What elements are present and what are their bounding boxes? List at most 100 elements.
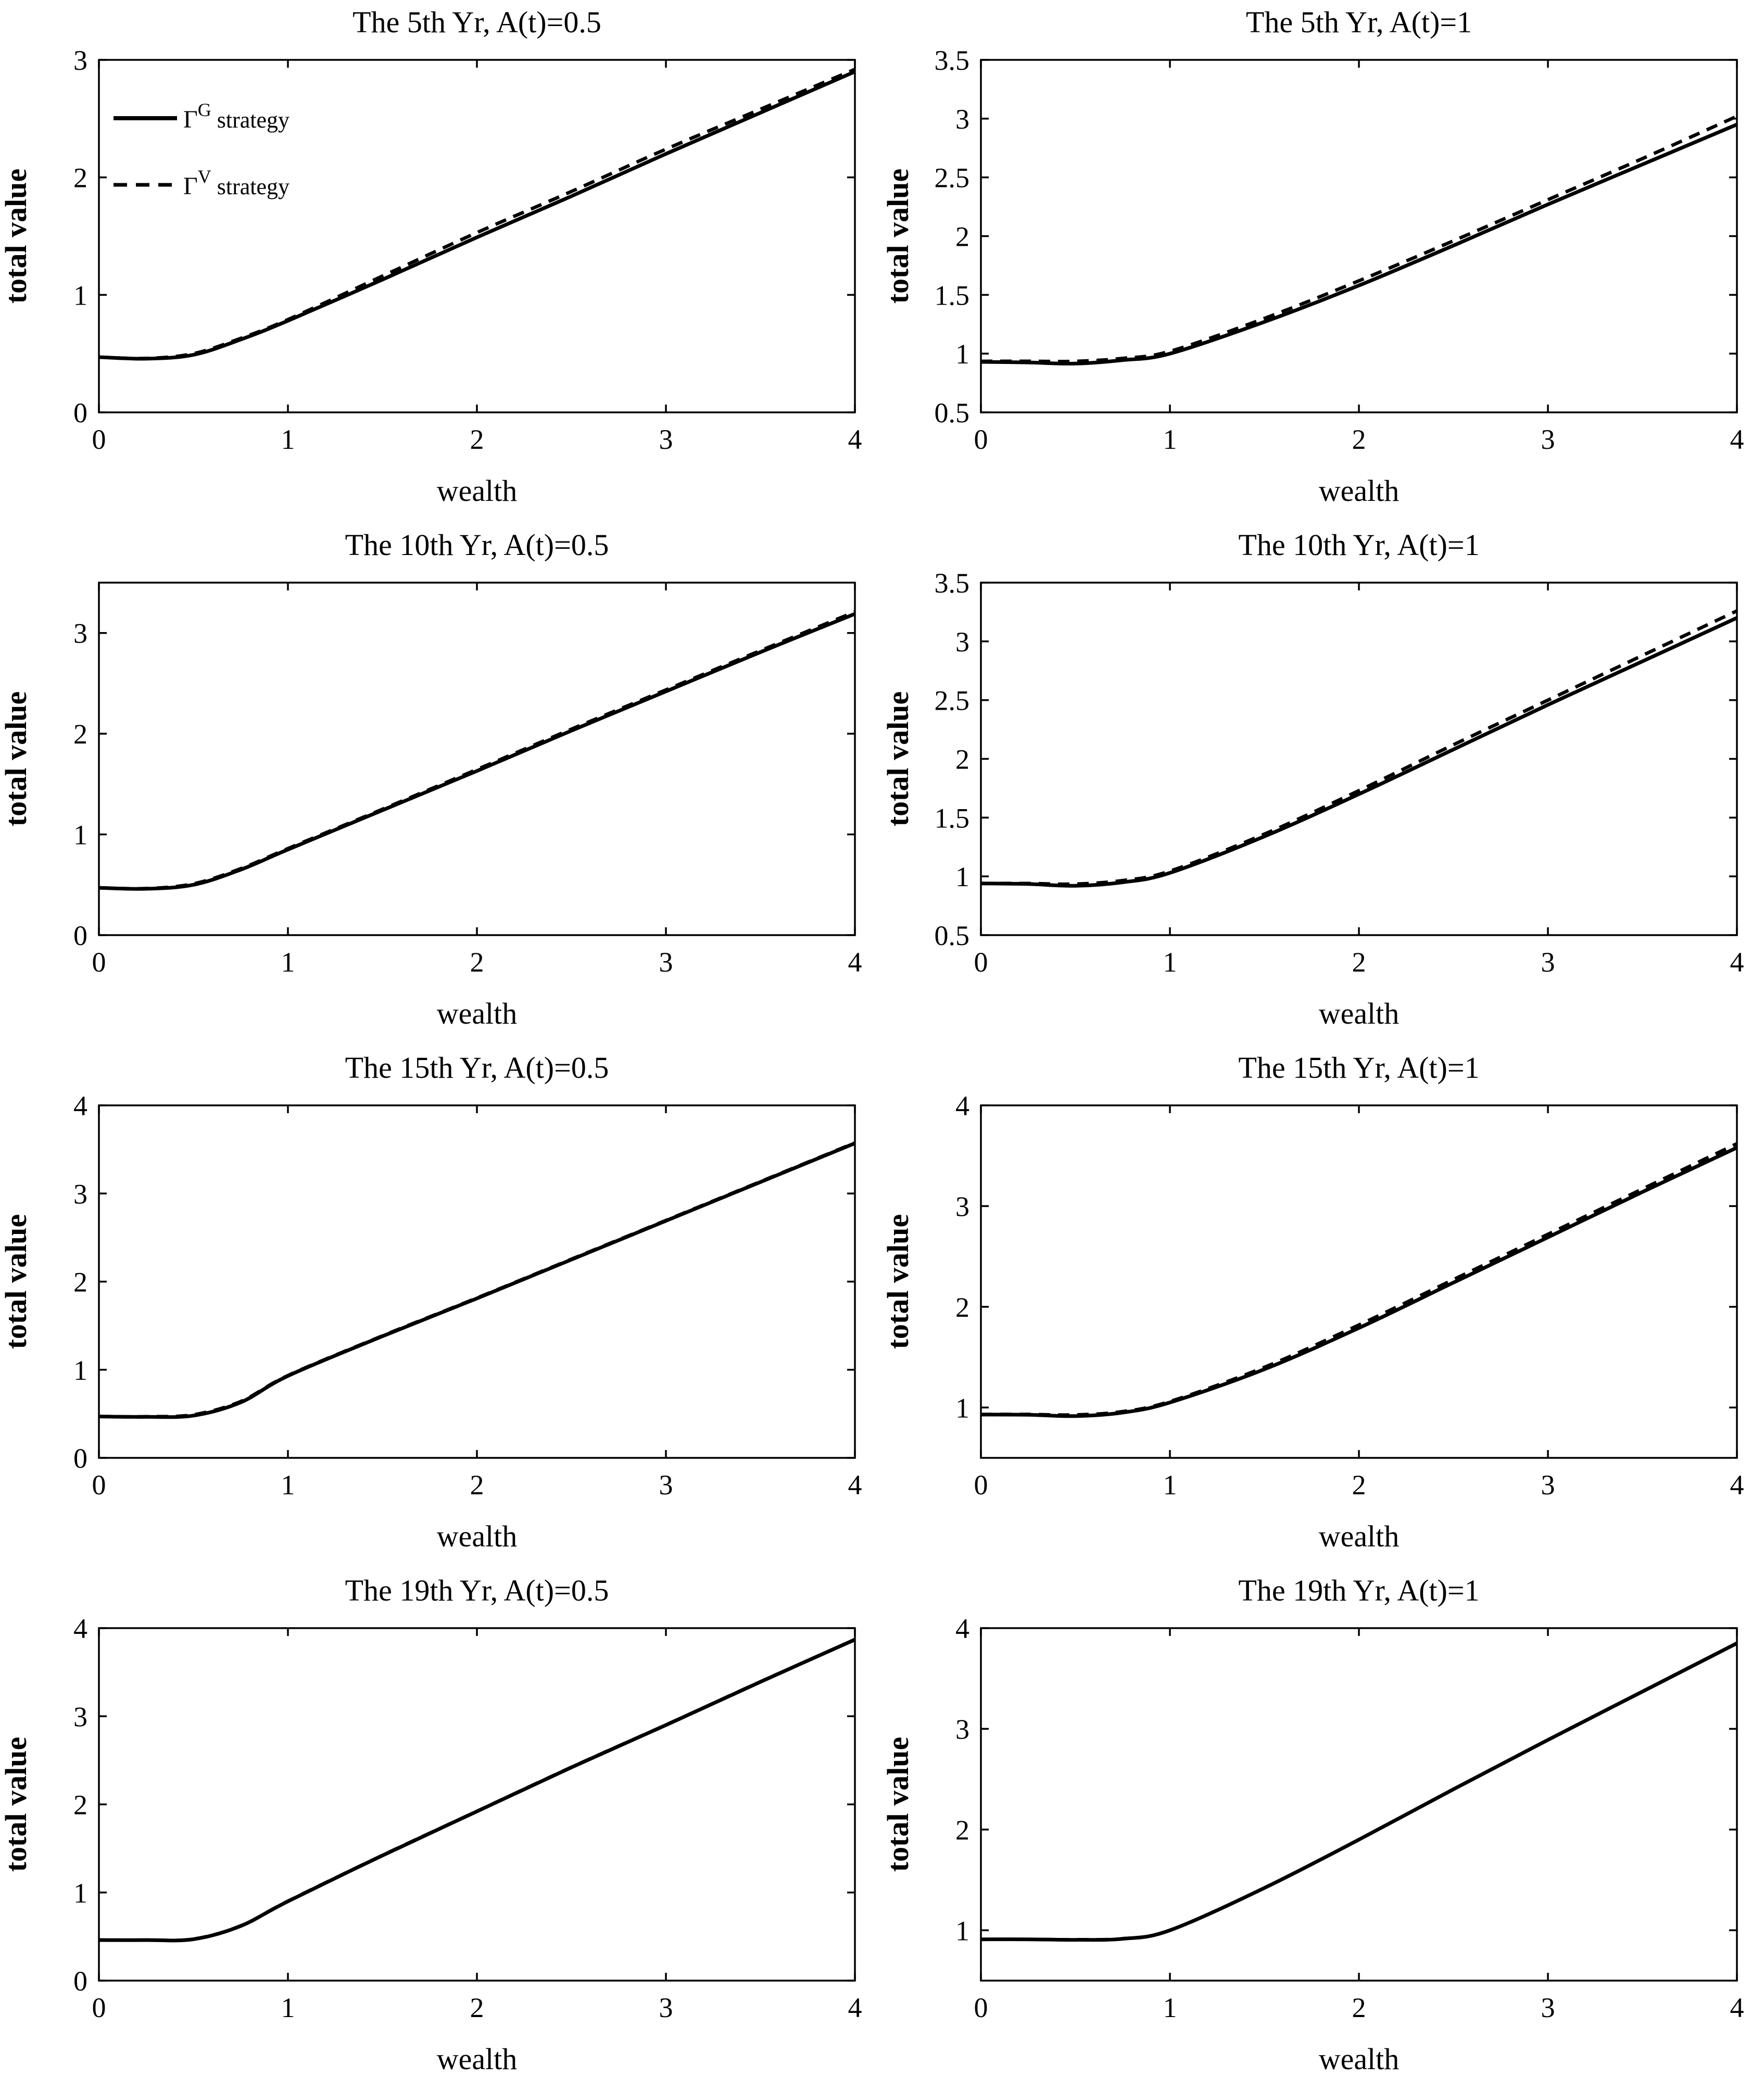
y-tick-label: 3: [955, 104, 969, 135]
y-tick-label: 3.5: [935, 45, 970, 76]
axes-box: [980, 1104, 1738, 1459]
axes-box: [98, 582, 856, 936]
x-axis-label: wealth: [437, 474, 518, 508]
x-tick-label: 1: [1163, 424, 1177, 455]
y-tick-label: 3.5: [935, 568, 970, 599]
subplot-19th-yr-a1: The 19th Yr, A(t)=1 0 1 2 3 4 1 2 3 4 wealth total …: [882, 1568, 1764, 2091]
x-tick-label: 0: [92, 947, 106, 978]
series-gamma-v-curve: [980, 1642, 1738, 1942]
y-tick-label: 0: [73, 1966, 87, 1997]
y-axis-label: total value: [0, 1214, 33, 1349]
x-axis-label: wealth: [1319, 997, 1400, 1030]
plot-title: The 5th Yr, A(t)=0.5: [352, 5, 601, 39]
y-tick-label: 0: [73, 1443, 87, 1474]
series-gamma-g-curve: [98, 1637, 856, 1943]
y-tick-label: 0.5: [935, 920, 970, 951]
x-tick-label: 4: [1730, 1469, 1744, 1501]
series-gamma-g-curve: [980, 1146, 1738, 1418]
subplot-chart: The 19th Yr, A(t)=1 0 1 2 3 4 1 2 3 4 wealth total …: [882, 1573, 1744, 2076]
y-axis-label: total value: [882, 1214, 915, 1349]
x-tick-label: 1: [281, 424, 295, 455]
x-tick-label: 2: [470, 424, 484, 455]
y-tick-label: 0: [73, 920, 87, 951]
x-tick-label: 2: [1352, 424, 1366, 455]
y-tick-label: 1: [73, 1355, 87, 1386]
y-tick-label: 4: [955, 1613, 969, 1644]
series-gamma-g-curve: [980, 122, 1738, 366]
y-tick-label: 0.5: [935, 397, 970, 429]
axes-box: [980, 1627, 1738, 1982]
y-axis-label: total value: [0, 169, 33, 304]
y-tick-label: 2: [955, 744, 969, 775]
x-tick-label: 2: [470, 1992, 484, 2023]
plot-title: The 5th Yr, A(t)=1: [1246, 5, 1472, 39]
legend-label: ΓV strategy: [183, 166, 289, 200]
plot-title: The 10th Yr, A(t)=1: [1238, 528, 1479, 562]
y-tick-label: 2: [73, 162, 87, 194]
series-gamma-g-curve: [980, 616, 1738, 888]
subplot-chart: The 15th Yr, A(t)=0.5 0 1 2 3 4 0 1 2 3 4 wealth tot…: [0, 1051, 862, 1553]
x-tick-label: 2: [470, 1469, 484, 1501]
y-tick-label: 3: [955, 1191, 969, 1222]
x-tick-label: 0: [974, 947, 988, 978]
x-tick-label: 2: [470, 947, 484, 978]
legend: ΓG strategy ΓV strategy: [114, 99, 289, 200]
y-tick-label: 1: [955, 1915, 969, 1946]
y-tick-label: 4: [955, 1090, 969, 1122]
subplot-15th-yr-a05: The 15th Yr, A(t)=0.5 0 1 2 3 4 0 1 2 3 4 wealth tot…: [0, 1046, 882, 1568]
y-tick-label: 2: [955, 1815, 969, 1846]
subplot-15th-yr-a1: The 15th Yr, A(t)=1 0 1 2 3 4 1 2 3 4 wealth total …: [882, 1046, 1764, 1568]
y-axis-label: total value: [882, 169, 915, 304]
y-tick-label: 2: [955, 1292, 969, 1323]
x-tick-label: 4: [848, 947, 862, 978]
y-tick-label: 1.5: [935, 280, 970, 311]
subplot-10th-yr-a05: The 10th Yr, A(t)=0.5 0 1 2 3 4 0 1 2 3 wealth tota…: [0, 523, 882, 1046]
y-tick-label: 1: [955, 861, 969, 892]
series-gamma-v-curve: [980, 115, 1738, 363]
y-tick-label: 1: [73, 820, 87, 851]
subplot-chart: The 10th Yr, A(t)=1 0 1 2 3 4 0.5 1 1.5 2 2.5 3 3.5 w…: [882, 528, 1744, 1030]
y-tick-label: 1: [73, 280, 87, 311]
plot-title: The 19th Yr, A(t)=1: [1238, 1573, 1479, 1607]
x-axis-label: wealth: [437, 997, 518, 1030]
y-tick-label: 1: [73, 1878, 87, 1909]
x-tick-label: 1: [1163, 1469, 1177, 1501]
x-tick-label: 4: [1730, 424, 1744, 455]
x-tick-label: 1: [281, 1992, 295, 2023]
y-tick-label: 2: [73, 1790, 87, 1821]
x-tick-label: 1: [281, 947, 295, 978]
x-tick-label: 2: [1352, 1469, 1366, 1501]
series-gamma-v-curve: [980, 1142, 1738, 1417]
x-axis-label: wealth: [1319, 1519, 1400, 1553]
x-tick-label: 4: [848, 1469, 862, 1501]
y-tick-label: 2: [955, 221, 969, 253]
x-tick-label: 1: [281, 1469, 295, 1501]
y-tick-label: 3: [73, 45, 87, 76]
x-tick-label: 2: [1352, 947, 1366, 978]
axes-box: [980, 59, 1738, 413]
y-axis-label: total value: [0, 1737, 33, 1872]
subplot-5th-yr-a05: The 5th Yr, A(t)=0.5 0 1 2 3 4 0 1 2 3 wealth total…: [0, 0, 882, 523]
axes-box: [98, 1104, 856, 1459]
y-tick-label: 4: [73, 1613, 87, 1644]
y-tick-label: 2.5: [935, 162, 970, 194]
x-axis-label: wealth: [437, 2042, 518, 2076]
series-gamma-v-curve: [980, 609, 1738, 886]
plot-title: The 15th Yr, A(t)=0.5: [345, 1051, 609, 1085]
y-tick-label: 1: [955, 338, 969, 370]
series-gamma-v-curve: [98, 68, 856, 360]
x-tick-label: 3: [659, 947, 673, 978]
series-gamma-g-curve: [98, 70, 856, 361]
x-tick-label: 1: [1163, 947, 1177, 978]
x-tick-label: 3: [659, 424, 673, 455]
x-tick-label: 0: [974, 424, 988, 455]
plot-title: The 10th Yr, A(t)=0.5: [345, 528, 609, 562]
y-tick-label: 3: [73, 618, 87, 649]
y-tick-label: 2: [73, 1267, 87, 1298]
x-tick-label: 3: [1541, 1992, 1555, 2023]
x-tick-label: 4: [848, 1992, 862, 2023]
x-tick-label: 0: [92, 1469, 106, 1501]
subplot-chart: The 10th Yr, A(t)=0.5 0 1 2 3 4 0 1 2 3 wealth tota…: [0, 528, 862, 1030]
x-tick-label: 3: [659, 1469, 673, 1501]
